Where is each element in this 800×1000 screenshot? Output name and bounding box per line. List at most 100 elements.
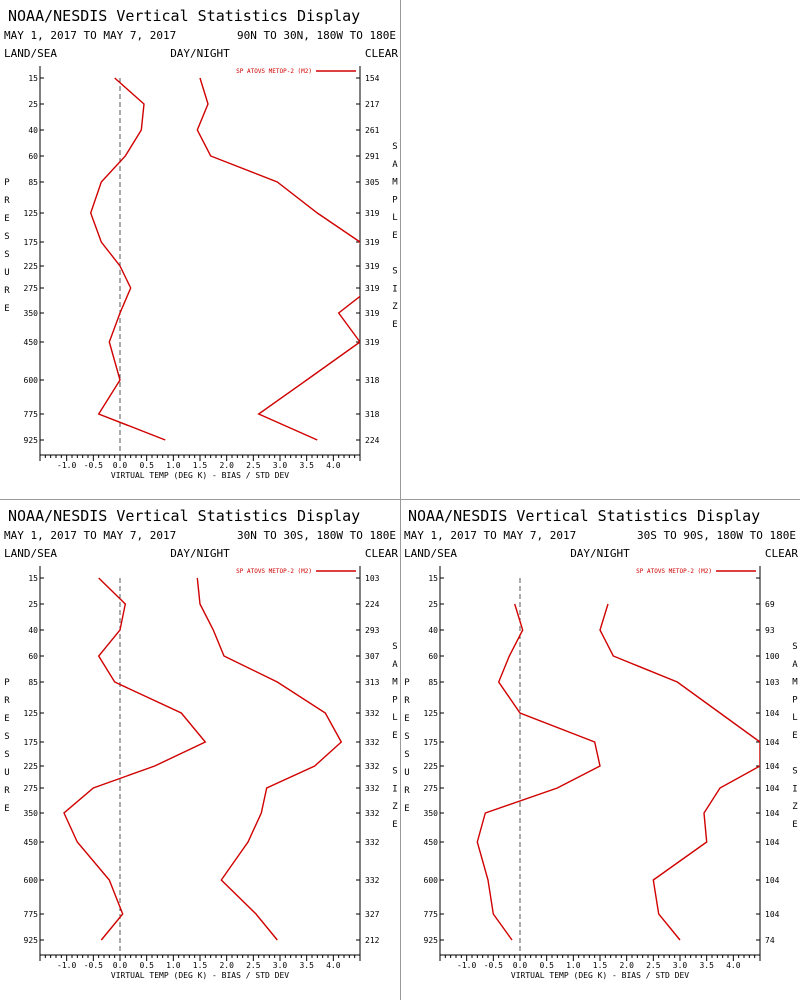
pressure-tick-label: 350 (24, 809, 39, 818)
pressure-tick-label: 225 (24, 762, 39, 771)
x-tick-label: 2.5 (646, 961, 661, 970)
axis-title-letter: S (392, 642, 397, 652)
axis-title-letter: E (4, 214, 9, 224)
sample-size-label: 291 (365, 152, 380, 161)
sample-size-label: 104 (765, 762, 780, 771)
x-tick-label: 2.5 (246, 461, 261, 470)
sample-size-label: 332 (365, 738, 380, 747)
land-sea-label: LAND/SEA (4, 47, 57, 60)
x-tick-label: 2.0 (619, 961, 634, 970)
legend-label: SP ATOVS METOP-2 (M2) (236, 568, 312, 575)
axis-title-letter: S (792, 642, 797, 652)
x-tick-label: 1.5 (193, 961, 208, 970)
x-axis-label: VIRTUAL TEMP (DEG K) - BIAS / STD DEV (111, 471, 289, 480)
x-tick-label: 0.0 (113, 961, 128, 970)
axis-title-letter: U (4, 268, 9, 278)
axis-title-letter: E (792, 731, 797, 741)
x-tick-label: 3.5 (299, 961, 314, 970)
pressure-tick-label: 25 (428, 600, 438, 609)
axis-title-letter: R (4, 786, 10, 796)
sample-size-label: 332 (365, 762, 380, 771)
axis-title-letter: A (792, 660, 798, 670)
pressure-tick-label: 350 (24, 309, 39, 318)
axis-title-letter: S (4, 250, 9, 260)
region-label: 30N TO 30S, 180W TO 180E (237, 529, 396, 542)
pressure-tick-label: 275 (24, 784, 39, 793)
clear-label: CLEAR (765, 547, 798, 560)
pressure-tick-label: 25 (28, 100, 38, 109)
pressure-tick-label: 15 (28, 74, 38, 83)
x-tick-label: -0.5 (484, 961, 503, 970)
sample-size-label: 104 (765, 738, 780, 747)
axis-title-letter: S (792, 767, 797, 777)
pressure-tick-label: 40 (428, 626, 438, 635)
pressure-tick-label: 450 (24, 838, 39, 847)
sample-size-label: 217 (365, 100, 380, 109)
pressure-tick-label: 225 (424, 762, 439, 771)
pressure-tick-label: 125 (24, 209, 39, 218)
pressure-tick-label: 925 (424, 936, 439, 945)
legend-label: SP ATOVS METOP-2 (M2) (236, 68, 312, 75)
axis-title-letter: S (392, 767, 397, 777)
axis-title-letter: L (392, 713, 397, 723)
axis-title-letter: Z (392, 302, 398, 312)
x-tick-label: -1.0 (57, 961, 76, 970)
bias-series-line (476, 603, 601, 941)
sample-size-label: 104 (765, 709, 780, 718)
pressure-tick-label: 60 (28, 652, 38, 661)
day-night-label: DAY/NIGHT (570, 547, 630, 560)
pressure-tick-label: 925 (24, 436, 39, 445)
chart-panel-north: NOAA/NESDIS Vertical Statistics Display M… (0, 0, 400, 500)
chart-svg: NOAA/NESDIS Vertical Statistics Display M… (4, 7, 398, 480)
pressure-tick-label: 600 (424, 876, 439, 885)
sample-size-label: 332 (365, 876, 380, 885)
sample-size-label: 293 (365, 626, 380, 635)
x-tick-label: 0.5 (539, 961, 554, 970)
x-tick-label: -1.0 (57, 461, 76, 470)
sample-size-label: 74 (765, 936, 775, 945)
sample-size-label: 103 (765, 678, 780, 687)
axis-title-letter: E (392, 731, 397, 741)
pressure-tick-label: 600 (24, 876, 39, 885)
chart-title: NOAA/NESDIS Vertical Statistics Display (408, 507, 760, 525)
sample-size-label: 319 (365, 209, 380, 218)
sample-size-label: 327 (365, 910, 380, 919)
pressure-tick-label: 225 (24, 262, 39, 271)
axis-title-letter: E (404, 714, 409, 724)
axis-title-letter: R (4, 696, 10, 706)
land-sea-label: LAND/SEA (4, 547, 57, 560)
pressure-tick-label: 40 (28, 626, 38, 635)
axis-title-letter: S (404, 732, 409, 742)
bias-series-line (63, 577, 207, 941)
day-night-label: DAY/NIGHT (170, 47, 230, 60)
x-tick-label: 2.0 (219, 461, 234, 470)
date-range: MAY 1, 2017 TO MAY 7, 2017 (404, 529, 576, 542)
pressure-tick-label: 85 (28, 678, 38, 687)
axis-title-letter: E (792, 820, 797, 830)
sample-size-label: 305 (365, 178, 380, 187)
chart-svg: NOAA/NESDIS Vertical Statistics Display M… (4, 507, 398, 980)
x-tick-label: 4.0 (326, 961, 341, 970)
axis-title-letter: Z (792, 802, 798, 812)
sample-size-label: 224 (365, 436, 380, 445)
land-sea-label: LAND/SEA (404, 547, 457, 560)
axis-title-letter: P (4, 178, 10, 188)
x-axis-label: VIRTUAL TEMP (DEG K) - BIAS / STD DEV (511, 971, 689, 980)
pressure-tick-label: 775 (24, 910, 39, 919)
axis-title-letter: P (792, 695, 798, 705)
x-axis-label: VIRTUAL TEMP (DEG K) - BIAS / STD DEV (111, 971, 289, 980)
chart-panel-tropics: NOAA/NESDIS Vertical Statistics Display M… (0, 500, 400, 1000)
sample-size-label: 319 (365, 238, 380, 247)
pressure-tick-label: 125 (424, 709, 439, 718)
pressure-tick-label: 175 (424, 738, 439, 747)
sample-size-label: 318 (365, 410, 380, 419)
std-dev-series-line (196, 77, 360, 441)
date-range: MAY 1, 2017 TO MAY 7, 2017 (4, 29, 176, 42)
pressure-tick-label: 450 (24, 338, 39, 347)
x-tick-label: 3.0 (273, 961, 288, 970)
axis-title-letter: M (792, 678, 798, 688)
